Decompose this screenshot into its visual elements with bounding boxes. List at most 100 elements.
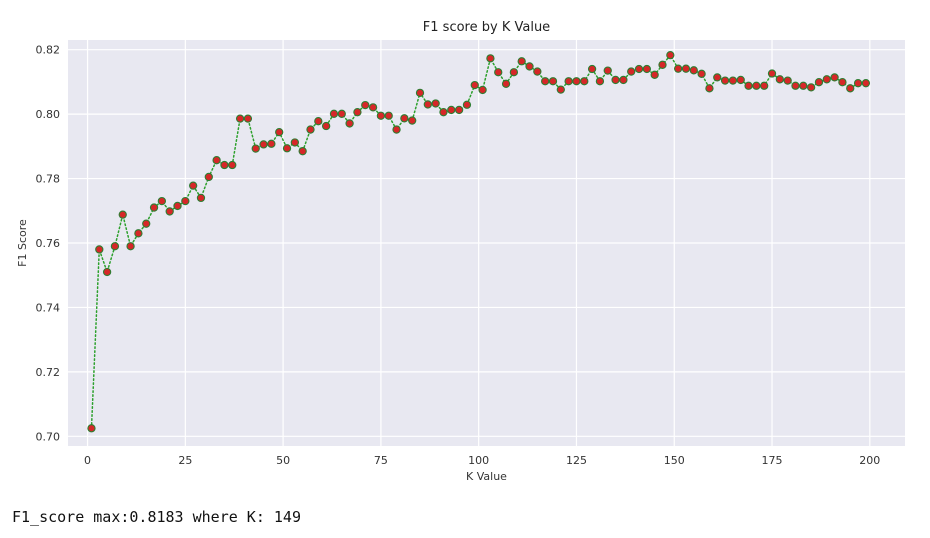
data-point <box>814 78 824 87</box>
x-tick-label: 150 <box>664 454 685 467</box>
data-point <box>102 267 112 277</box>
x-tick-label: 50 <box>276 454 290 467</box>
data-point <box>705 84 714 93</box>
data-point <box>149 203 159 212</box>
y-tick-label: 0.70 <box>36 430 61 443</box>
data-point <box>392 125 401 134</box>
data-point <box>470 80 479 90</box>
y-tick-label: 0.76 <box>36 237 61 250</box>
data-point <box>400 114 409 123</box>
data-point <box>541 77 550 86</box>
data-point <box>423 100 432 109</box>
data-point <box>478 85 487 95</box>
data-point <box>157 196 167 206</box>
data-point <box>204 172 213 182</box>
data-point <box>713 73 722 82</box>
data-point <box>251 144 260 153</box>
data-point <box>501 79 511 88</box>
data-point <box>580 77 589 86</box>
data-point <box>783 76 792 85</box>
data-point <box>361 100 370 110</box>
data-point <box>415 88 425 97</box>
data-point <box>282 144 292 153</box>
data-point <box>744 81 753 90</box>
data-point <box>189 181 198 190</box>
y-axis-label: F1 Score <box>16 219 29 267</box>
data-point <box>462 100 472 109</box>
data-point <box>642 64 652 74</box>
data-point <box>212 156 221 165</box>
data-point <box>314 117 323 126</box>
data-point <box>861 79 871 88</box>
data-point <box>806 83 816 92</box>
data-point <box>650 70 659 79</box>
data-point <box>517 57 526 66</box>
data-point <box>587 64 597 74</box>
data-point <box>454 105 464 115</box>
x-tick-label: 25 <box>178 454 192 467</box>
data-point <box>329 109 339 118</box>
data-point <box>775 75 784 84</box>
y-tick-label: 0.80 <box>36 108 61 121</box>
data-point <box>384 111 393 120</box>
data-point <box>673 64 683 73</box>
data-point <box>337 109 346 118</box>
data-point <box>486 54 495 63</box>
data-point <box>767 69 777 78</box>
data-point <box>494 68 503 77</box>
data-point <box>87 424 96 433</box>
data-point <box>220 160 229 170</box>
data-point <box>736 75 745 85</box>
data-point <box>846 84 855 93</box>
data-point <box>259 140 268 149</box>
data-point <box>306 125 315 134</box>
data-point <box>799 81 808 90</box>
x-tick-label: 0 <box>84 454 91 467</box>
data-point <box>118 210 127 219</box>
data-point <box>126 242 135 251</box>
data-point <box>228 160 237 170</box>
data-point <box>181 196 190 206</box>
data-point <box>697 69 706 78</box>
data-point <box>611 75 620 85</box>
data-point <box>603 66 612 75</box>
output-text: F1_score max:0.8183 where K: 149 <box>12 508 301 526</box>
data-point <box>525 62 534 71</box>
data-point <box>752 81 761 90</box>
data-point <box>822 75 831 84</box>
y-tick-label: 0.82 <box>36 44 61 57</box>
data-point <box>142 219 151 228</box>
data-point <box>572 77 581 86</box>
x-axis-label: K Value <box>466 470 507 483</box>
y-tick-label: 0.74 <box>36 301 61 314</box>
data-point <box>720 76 730 85</box>
data-point <box>165 207 174 216</box>
data-point <box>431 99 440 108</box>
data-point <box>95 245 104 254</box>
data-point <box>853 79 863 88</box>
data-point <box>689 66 698 75</box>
chart: 0 25 50 75 100 125 150 175 200 0.70 0.72 0.74 0.76 0.… <box>16 20 905 483</box>
data-point <box>830 73 839 82</box>
x-tick-label: 200 <box>859 454 880 467</box>
chart-svg: 0 25 50 75 100 125 150 175 200 0.70 0.72 0.74 0.76 0.… <box>16 20 905 483</box>
data-point <box>595 77 605 86</box>
data-point <box>791 81 800 90</box>
x-tick-label: 175 <box>762 454 783 467</box>
data-point <box>564 77 573 86</box>
data-point <box>290 138 300 147</box>
data-point <box>345 119 354 128</box>
data-point <box>439 108 448 117</box>
data-point <box>666 50 675 60</box>
data-point <box>619 75 628 85</box>
x-tick-label: 75 <box>374 454 388 467</box>
data-point <box>548 77 558 86</box>
data-point <box>134 229 143 238</box>
data-point <box>509 68 519 77</box>
data-point <box>243 114 253 123</box>
x-tick-label: 100 <box>468 454 489 467</box>
data-point <box>110 242 120 251</box>
data-point <box>267 139 276 148</box>
data-point <box>353 108 362 117</box>
data-point <box>556 85 565 94</box>
